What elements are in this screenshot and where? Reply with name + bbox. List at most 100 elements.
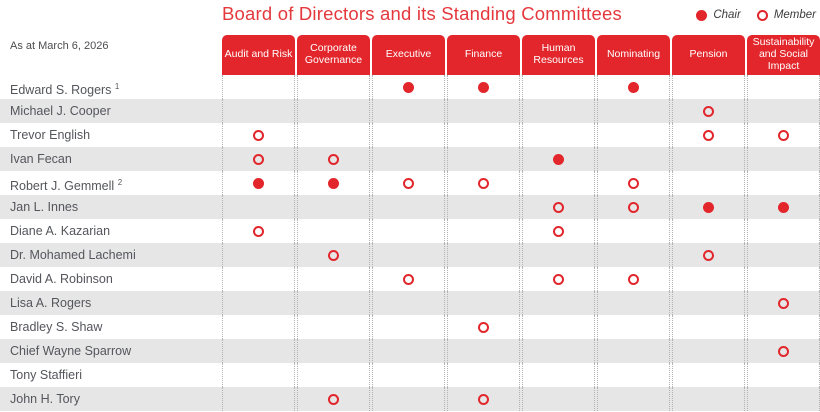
chair-filled-circle-icon [553, 153, 564, 165]
member-open-circle-icon [553, 201, 564, 213]
cell-trevor-english-audit-and-risk [222, 123, 295, 147]
member-open-circle-icon [253, 129, 264, 141]
committee-header-row: Audit and Risk Corporate Governance Execut… [222, 35, 820, 75]
cell-jan-l-innes-finance [447, 195, 520, 219]
director-name: Bradley S. Shaw [10, 320, 103, 334]
table-row: Ivan Fecan [0, 147, 820, 171]
cell-trevor-english-executive [372, 123, 445, 147]
cell-chief-wayne-sparrow-pension [672, 339, 745, 363]
table-row: Jan L. Innes [0, 195, 820, 219]
cell-diane-a-kazarian-executive [372, 219, 445, 243]
cell-diane-a-kazarian-human-resources [522, 219, 595, 243]
table-row: David A. Robinson [0, 267, 820, 291]
cell-dr-mohamed-lachemi-finance [447, 243, 520, 267]
chair-filled-circle-icon [628, 81, 639, 93]
cell-diane-a-kazarian-pension [672, 219, 745, 243]
member-open-circle-icon [403, 177, 414, 189]
cell-diane-a-kazarian-sustainability-and-social-impact [747, 219, 820, 243]
table-row: John H. Tory [0, 387, 820, 411]
cell-lisa-a-rogers-pension [672, 291, 745, 315]
director-name: Jan L. Innes [10, 200, 79, 214]
cell-dr-mohamed-lachemi-corporate-governance [297, 243, 370, 267]
legend-member-item: Member [756, 9, 816, 21]
chair-filled-circle-icon [478, 81, 489, 93]
member-open-circle-icon [403, 273, 414, 285]
cell-jan-l-innes-nominating [597, 195, 670, 219]
cell-john-h-tory-audit-and-risk [222, 387, 295, 411]
table-row: Bradley S. Shaw [0, 315, 820, 339]
cell-jan-l-innes-executive [372, 195, 445, 219]
cell-lisa-a-rogers-nominating [597, 291, 670, 315]
cell-john-h-tory-sustainability-and-social-impact [747, 387, 820, 411]
cell-john-h-tory-finance [447, 387, 520, 411]
cell-trevor-english-finance [447, 123, 520, 147]
cell-edward-s-rogers-corporate-governance [297, 75, 370, 99]
member-open-circle-icon [553, 225, 564, 237]
cell-edward-s-rogers-human-resources [522, 75, 595, 99]
cell-ivan-fecan-corporate-governance [297, 147, 370, 171]
table-row: Trevor English [0, 123, 820, 147]
member-open-circle-icon [478, 177, 489, 189]
cell-bradley-s-shaw-pension [672, 315, 745, 339]
cell-lisa-a-rogers-audit-and-risk [222, 291, 295, 315]
member-open-circle-icon [778, 345, 789, 357]
member-open-circle-icon [328, 249, 339, 261]
director-name: Dr. Mohamed Lachemi [10, 248, 136, 262]
cell-edward-s-rogers-audit-and-risk [222, 75, 295, 99]
table-row: Dr. Mohamed Lachemi [0, 243, 820, 267]
cell-ivan-fecan-human-resources [522, 147, 595, 171]
cell-chief-wayne-sparrow-audit-and-risk [222, 339, 295, 363]
cell-dr-mohamed-lachemi-pension [672, 243, 745, 267]
cell-bradley-s-shaw-executive [372, 315, 445, 339]
cell-dr-mohamed-lachemi-executive [372, 243, 445, 267]
cell-michael-j-cooper-sustainability-and-social-impact [747, 99, 820, 123]
cell-robert-j-gemmell-audit-and-risk [222, 171, 295, 195]
cell-tony-staffieri-corporate-governance [297, 363, 370, 387]
member-open-circle-icon [328, 153, 339, 165]
member-open-circle-icon [628, 273, 639, 285]
cell-bradley-s-shaw-finance [447, 315, 520, 339]
cell-john-h-tory-pension [672, 387, 745, 411]
cell-dr-mohamed-lachemi-human-resources [522, 243, 595, 267]
footnote-marker: 2 [117, 178, 123, 187]
legend: Chair Member [696, 9, 816, 21]
cell-tony-staffieri-audit-and-risk [222, 363, 295, 387]
cell-trevor-english-nominating [597, 123, 670, 147]
cell-edward-s-rogers-executive [372, 75, 445, 99]
cell-david-a-robinson-human-resources [522, 267, 595, 291]
cell-bradley-s-shaw-corporate-governance [297, 315, 370, 339]
cell-chief-wayne-sparrow-finance [447, 339, 520, 363]
cell-robert-j-gemmell-finance [447, 171, 520, 195]
member-open-circle-icon [756, 9, 768, 21]
table-row: Lisa A. Rogers [0, 291, 820, 315]
cell-michael-j-cooper-pension [672, 99, 745, 123]
cell-ivan-fecan-audit-and-risk [222, 147, 295, 171]
chair-filled-circle-icon [703, 201, 714, 213]
director-name: David A. Robinson [10, 272, 113, 286]
cell-tony-staffieri-human-resources [522, 363, 595, 387]
member-open-circle-icon [253, 225, 264, 237]
director-name: John H. Tory [10, 392, 80, 406]
cell-jan-l-innes-pension [672, 195, 745, 219]
cell-tony-staffieri-executive [372, 363, 445, 387]
cell-michael-j-cooper-audit-and-risk [222, 99, 295, 123]
chair-filled-circle-icon [778, 201, 789, 213]
committee-header-nominating: Nominating [597, 35, 670, 75]
director-name: Edward S. Rogers 1 [10, 82, 120, 98]
member-open-circle-icon [628, 201, 639, 213]
footnote-marker: 1 [114, 82, 120, 91]
director-name: Tony Staffieri [10, 368, 83, 382]
chair-filled-circle-icon [403, 81, 414, 93]
director-name: Michael J. Cooper [10, 104, 111, 118]
cell-michael-j-cooper-finance [447, 99, 520, 123]
cell-ivan-fecan-pension [672, 147, 745, 171]
cell-tony-staffieri-finance [447, 363, 520, 387]
director-name: Lisa A. Rogers [10, 296, 92, 310]
cell-ivan-fecan-executive [372, 147, 445, 171]
chair-filled-circle-icon [696, 9, 708, 21]
committee-header-sustainability-and-social-impact: Sustainability and Social Impact [747, 35, 820, 75]
committee-header-audit-and-risk: Audit and Risk [222, 35, 295, 75]
cell-michael-j-cooper-corporate-governance [297, 99, 370, 123]
member-open-circle-icon [778, 129, 789, 141]
cell-david-a-robinson-nominating [597, 267, 670, 291]
